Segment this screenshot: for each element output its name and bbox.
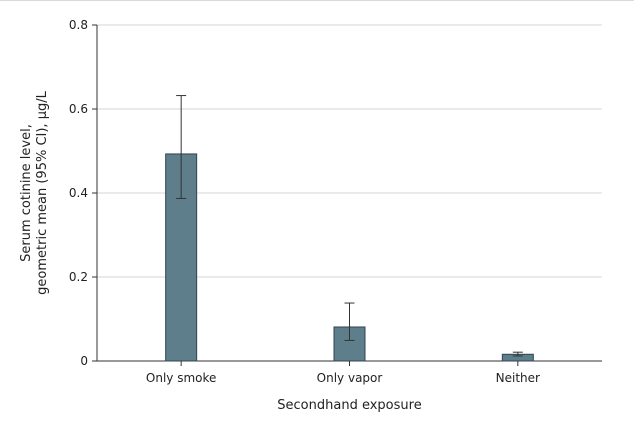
x-axis-title: Secondhand exposure <box>277 398 421 413</box>
y-tick-label: 0.2 <box>69 270 88 284</box>
y-axis-title-line: geometric mean (95% CI), µg/L <box>35 90 50 294</box>
x-tick-label: Only vapor <box>317 371 383 385</box>
y-axis-title: Serum cotinine level, geometric mean (95%… <box>19 90 50 294</box>
y-axis-ticks: 0 0.2 0.4 0.6 0.8 <box>69 18 97 368</box>
x-tick-label: Only smoke <box>146 371 217 385</box>
top-rule <box>0 0 634 1</box>
x-tick-label: Neither <box>496 371 540 385</box>
x-axis-ticks: Only smoke Only vapor Neither <box>146 361 540 385</box>
y-tick-label: 0.8 <box>69 18 88 32</box>
error-bars <box>176 95 523 357</box>
y-tick-label: 0.6 <box>69 102 88 116</box>
y-axis-title-line: Serum cotinine level, <box>19 124 34 262</box>
y-tick-label: 0 <box>80 354 88 368</box>
y-tick-label: 0.4 <box>69 186 88 200</box>
